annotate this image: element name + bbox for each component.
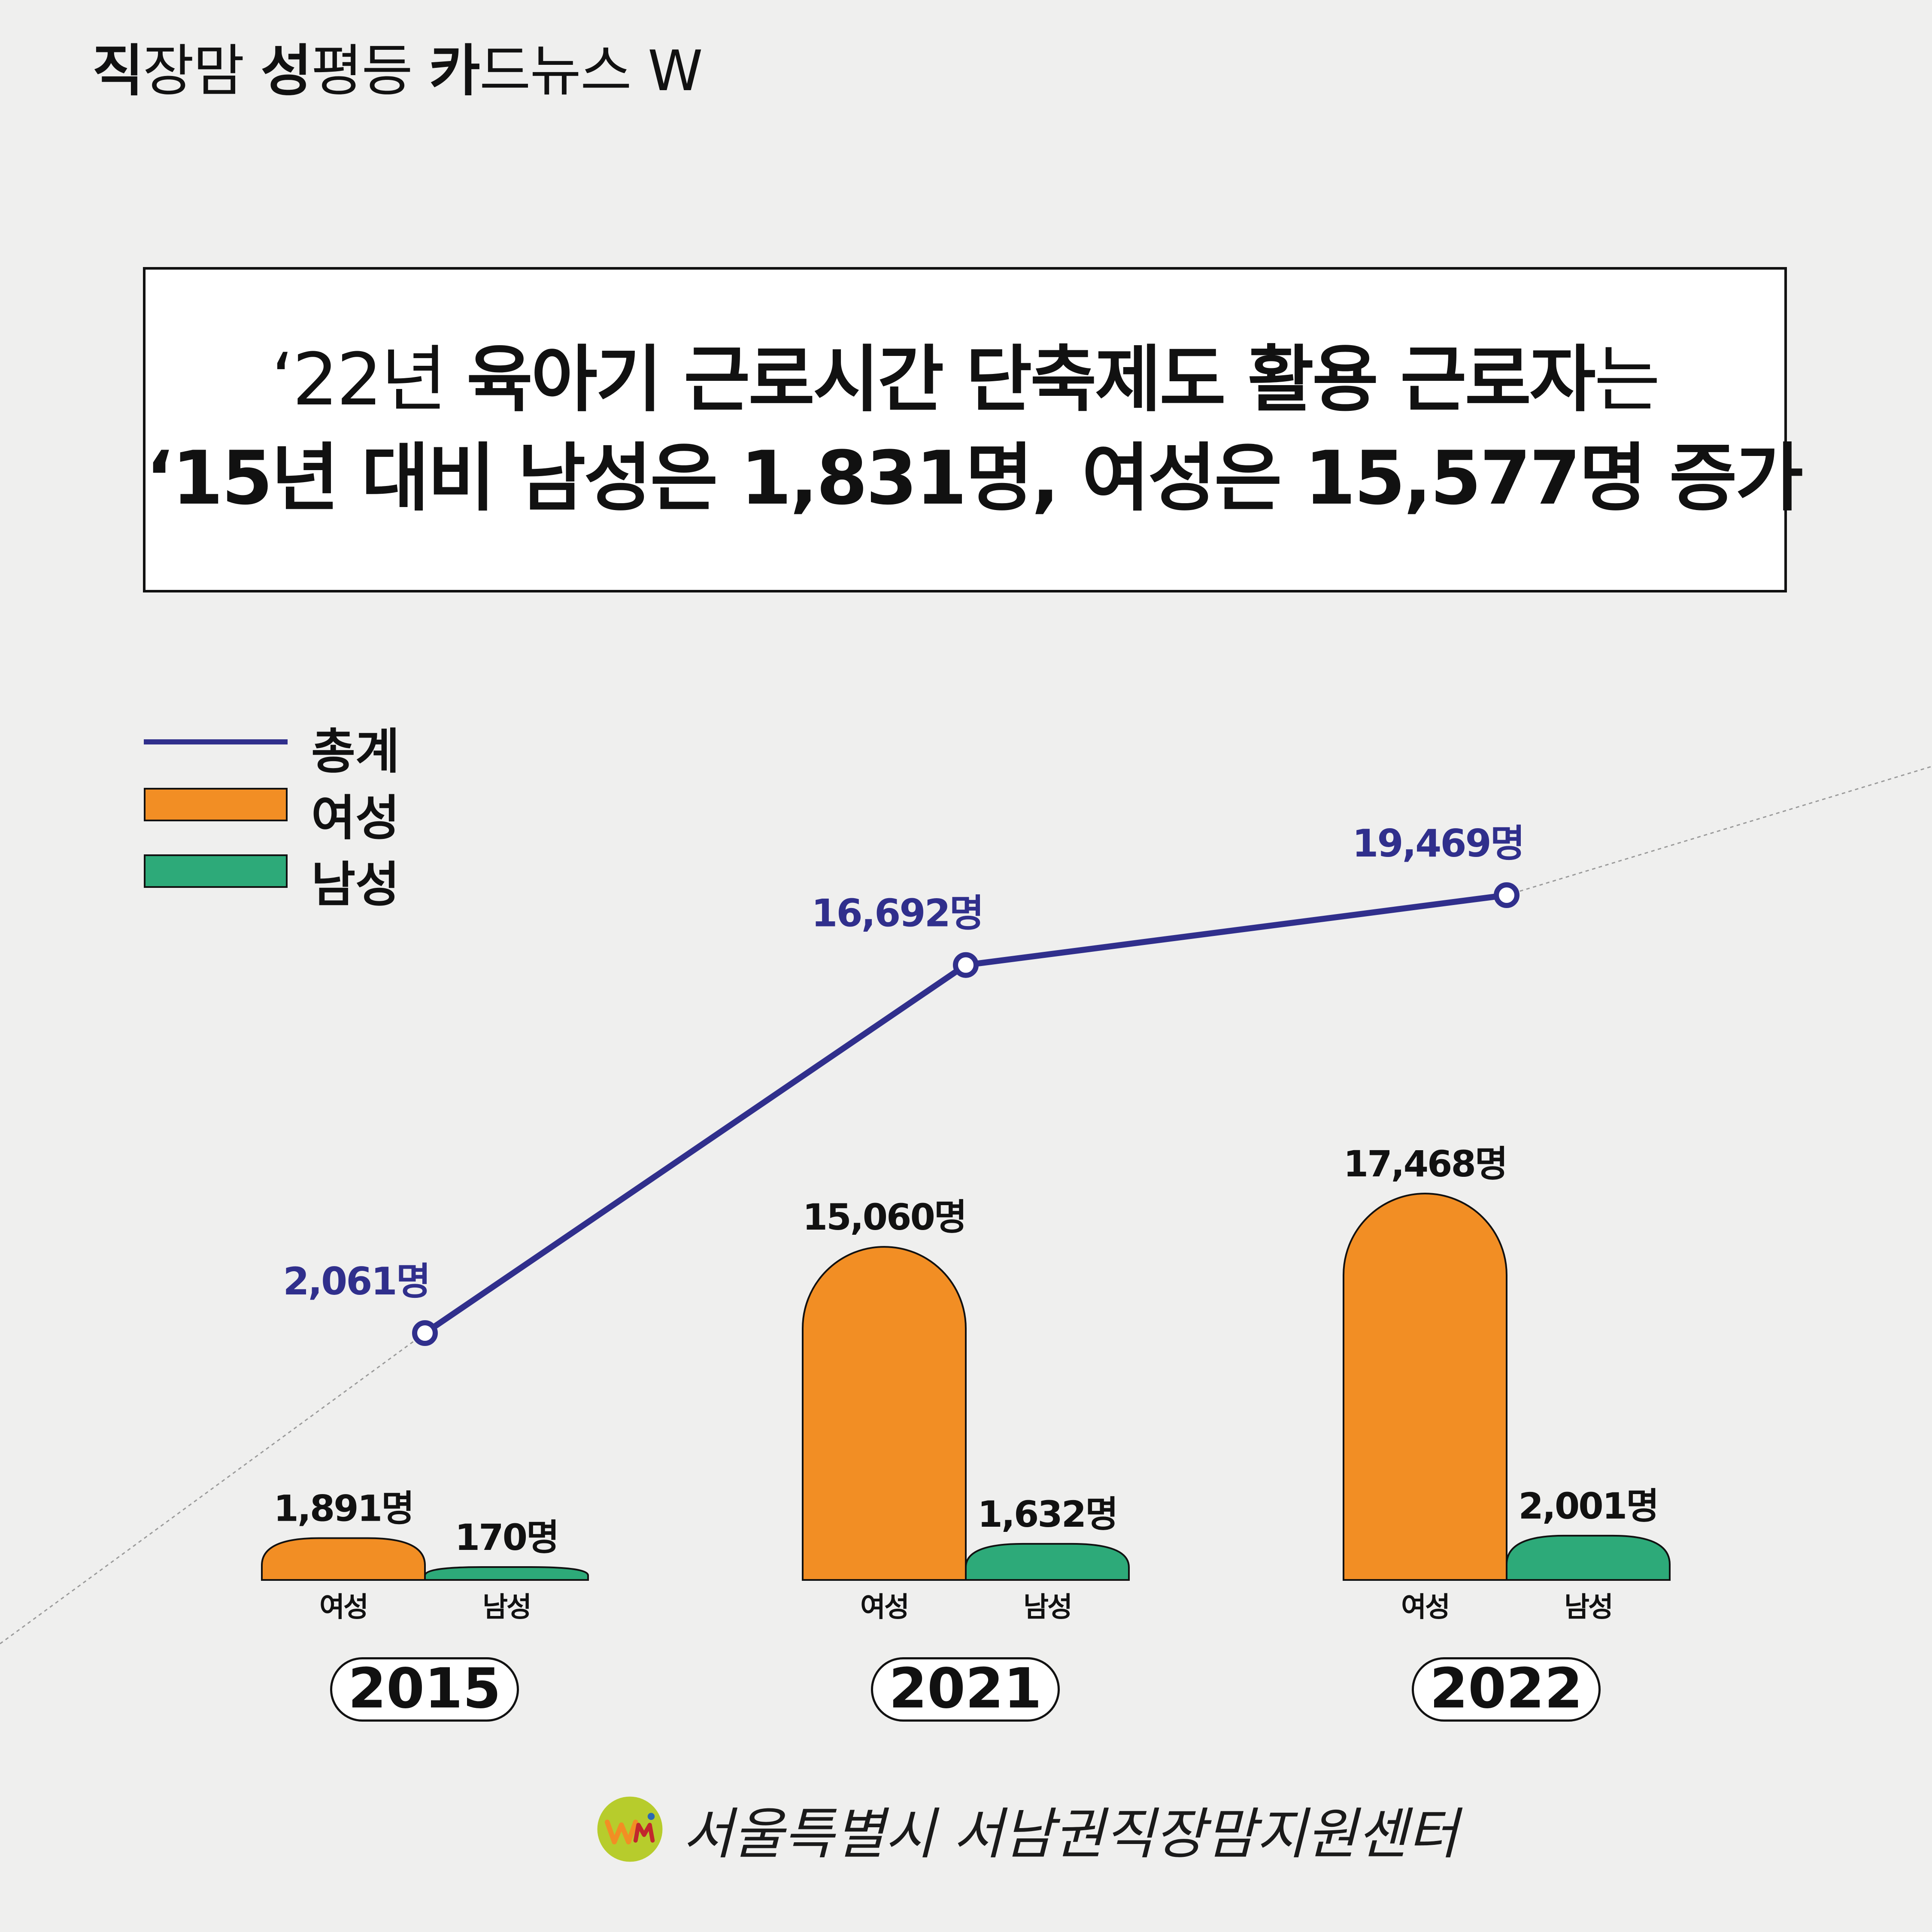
- series-label-part: 성: [261, 38, 312, 103]
- headline-line1-suffix: 는: [1594, 337, 1661, 422]
- male-bar: [1506, 1534, 1671, 1581]
- series-label-part: 직: [92, 38, 144, 103]
- series-label: 직장맘 성평등 카드뉴스 W: [92, 26, 703, 106]
- headline-line-1: ‘22년 육아기 근로시간 단축제도 활용 근로자는: [146, 321, 1784, 425]
- total-point: [1494, 882, 1520, 908]
- male-bar: [424, 1566, 589, 1581]
- male-value-label: 1,632명: [978, 1493, 1117, 1535]
- legend-male-swatch: [144, 854, 288, 888]
- headline-line1-bold: 육아기 근로시간 단축제도 활용 근로자: [466, 337, 1596, 422]
- bar-category-label: 여성: [860, 1592, 908, 1623]
- bar-category-label: 남성: [1023, 1592, 1071, 1623]
- legend-label: 남성: [311, 857, 400, 913]
- footer: 서울특별시 서남권직장맘지원센터: [594, 1782, 1458, 1876]
- year-label-2022: 2022: [1412, 1657, 1601, 1722]
- series-label-part: 카: [429, 38, 480, 103]
- legend-label: 여성: [311, 790, 400, 846]
- wm-logo-icon: [597, 1796, 663, 1862]
- total-point: [412, 1320, 438, 1346]
- legend-female-swatch: [144, 788, 288, 821]
- male-value-label: 170명: [455, 1516, 558, 1558]
- series-label-part: 드뉴스 W: [479, 38, 703, 103]
- legend-label: 총계: [311, 724, 400, 780]
- headline-line-2: ‘15년 대비 남성은 1,831명, 여성은 15,577명 증가: [146, 435, 1803, 521]
- female-bar: [261, 1537, 426, 1581]
- trend-extension-left: [0, 1332, 425, 1644]
- headline-box: ‘22년 육아기 근로시간 단축제도 활용 근로자는 ‘15년 대비 남성은 1…: [143, 267, 1803, 592]
- female-bar: [1343, 1193, 1507, 1581]
- female-value-label: 15,060명: [803, 1196, 966, 1238]
- legend-line-swatch: [144, 739, 288, 744]
- headline-line1-prefix: ‘22년: [271, 337, 467, 422]
- footer-organization: 서울특별시 서남권직장맘지원센터: [682, 1802, 1459, 1866]
- series-label-part: 장맘: [143, 38, 261, 103]
- total-value-label: 2,061명: [283, 1259, 429, 1303]
- series-label-part: 평등: [311, 38, 429, 103]
- female-value-label: 1,891명: [274, 1488, 413, 1530]
- male-value-label: 2,001명: [1519, 1485, 1658, 1527]
- bar-category-label: 여성: [1401, 1592, 1449, 1623]
- female-value-label: 17,468명: [1344, 1143, 1507, 1185]
- year-label-2015: 2015: [330, 1657, 519, 1722]
- year-label-2021: 2021: [871, 1657, 1060, 1722]
- total-point: [953, 952, 979, 978]
- trend-extension-right: [1506, 766, 1932, 896]
- bar-category-label: 남성: [482, 1592, 531, 1623]
- bar-category-label: 여성: [319, 1592, 367, 1623]
- bar-category-label: 남성: [1564, 1592, 1612, 1623]
- total-value-label: 19,469명: [1352, 821, 1524, 866]
- total-value-label: 16,692명: [811, 891, 983, 936]
- male-bar: [965, 1543, 1130, 1581]
- female-bar: [802, 1246, 967, 1581]
